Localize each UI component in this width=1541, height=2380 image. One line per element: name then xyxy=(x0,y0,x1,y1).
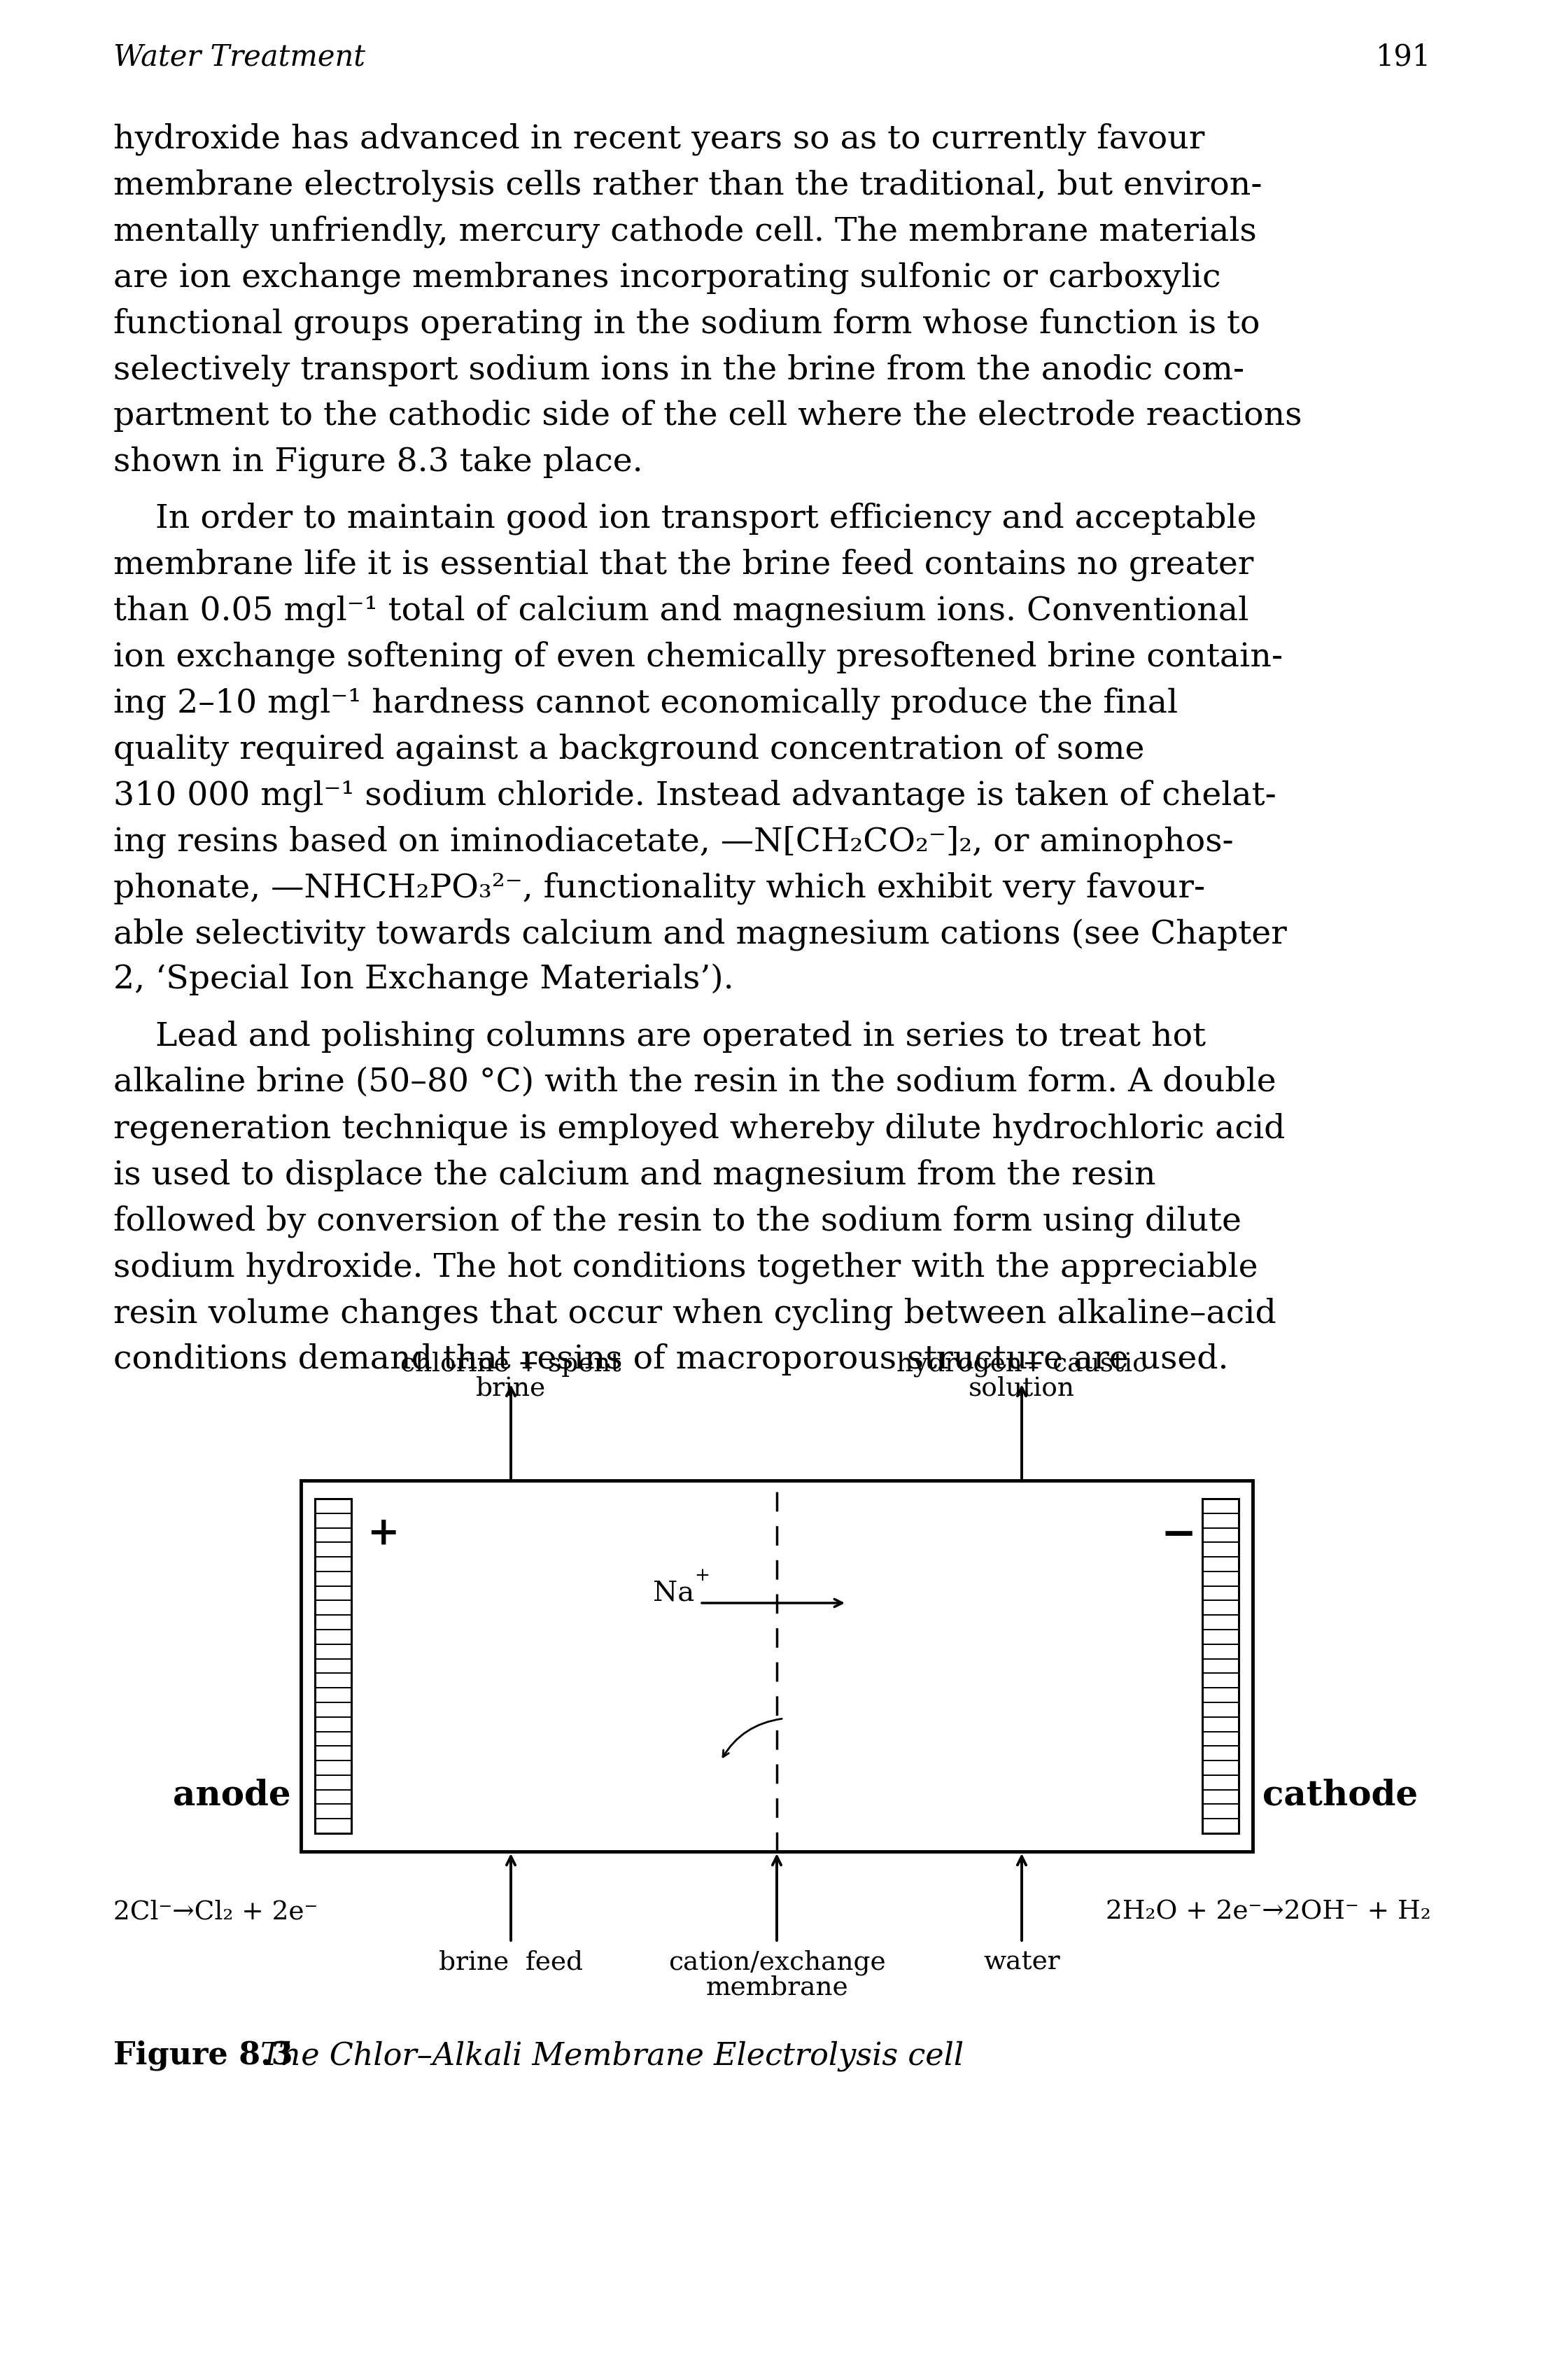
Text: hydrogen+ caustic: hydrogen+ caustic xyxy=(897,1352,1147,1378)
Text: alkaline brine (50–80 °C) with the resin in the sodium form. A double: alkaline brine (50–80 °C) with the resin… xyxy=(114,1066,1276,1097)
Text: sodium hydroxide. The hot conditions together with the appreciable: sodium hydroxide. The hot conditions tog… xyxy=(114,1252,1257,1283)
Text: Na: Na xyxy=(653,1580,693,1606)
Text: is used to displace the calcium and magnesium from the resin: is used to displace the calcium and magn… xyxy=(114,1159,1156,1190)
Text: resin volume changes that occur when cycling between alkaline–acid: resin volume changes that occur when cyc… xyxy=(114,1297,1276,1330)
Text: 2Cl⁻→Cl₂ + 2e⁻: 2Cl⁻→Cl₂ + 2e⁻ xyxy=(114,1899,317,1925)
Text: phonate, —NHCH₂PO₃²⁻, functionality which exhibit very favour-: phonate, —NHCH₂PO₃²⁻, functionality whic… xyxy=(114,871,1205,904)
Text: membrane: membrane xyxy=(706,1975,848,1999)
Bar xyxy=(314,1499,351,1833)
Text: brine  feed: brine feed xyxy=(439,1949,582,1975)
Text: functional groups operating in the sodium form whose function is to: functional groups operating in the sodiu… xyxy=(114,307,1261,340)
Bar xyxy=(1202,1499,1239,1833)
Text: quality required against a background concentration of some: quality required against a background co… xyxy=(114,733,1145,766)
Text: Lead and polishing columns are operated in series to treat hot: Lead and polishing columns are operated … xyxy=(114,1021,1207,1052)
Text: solution: solution xyxy=(969,1376,1076,1402)
Text: mentally unfriendly, mercury cathode cell. The membrane materials: mentally unfriendly, mercury cathode cel… xyxy=(114,214,1257,248)
Text: Figure 8.3: Figure 8.3 xyxy=(114,2040,293,2071)
Text: water: water xyxy=(983,1949,1060,1975)
Bar xyxy=(300,1480,1253,1852)
Text: conditions demand that resins of macroporous structure are used.: conditions demand that resins of macropo… xyxy=(114,1342,1228,1376)
Text: than 0.05 mgl⁻¹ total of calcium and magnesium ions. Conventional: than 0.05 mgl⁻¹ total of calcium and mag… xyxy=(114,595,1248,626)
Text: Water Treatment: Water Treatment xyxy=(114,43,365,71)
Text: 310 000 mgl⁻¹ sodium chloride. Instead advantage is taken of chelat-: 310 000 mgl⁻¹ sodium chloride. Instead a… xyxy=(114,778,1276,812)
Text: The Chlor–Alkali Membrane Electrolysis cell: The Chlor–Alkali Membrane Electrolysis c… xyxy=(260,2040,963,2071)
Text: brine: brine xyxy=(476,1376,546,1402)
Text: 2, ‘Special Ion Exchange Materials’).: 2, ‘Special Ion Exchange Materials’). xyxy=(114,964,734,997)
Text: +: + xyxy=(693,1566,709,1583)
Text: cation/exchange: cation/exchange xyxy=(669,1949,886,1975)
Text: able selectivity towards calcium and magnesium cations (see Chapter: able selectivity towards calcium and mag… xyxy=(114,919,1287,950)
Text: anode: anode xyxy=(173,1778,291,1814)
Text: 191: 191 xyxy=(1376,43,1432,71)
Text: ion exchange softening of even chemically presoftened brine contain-: ion exchange softening of even chemicall… xyxy=(114,640,1282,674)
Text: membrane life it is essential that the brine feed contains no greater: membrane life it is essential that the b… xyxy=(114,547,1254,581)
Text: selectively transport sodium ions in the brine from the anodic com-: selectively transport sodium ions in the… xyxy=(114,355,1245,386)
Text: membrane electrolysis cells rather than the traditional, but environ-: membrane electrolysis cells rather than … xyxy=(114,169,1262,202)
Text: ing resins based on iminodiacetate, —N[CH₂CO₂⁻]₂, or aminophos-: ing resins based on iminodiacetate, —N[C… xyxy=(114,826,1233,857)
Text: 2H₂O + 2e⁻→2OH⁻ + H₂: 2H₂O + 2e⁻→2OH⁻ + H₂ xyxy=(1106,1899,1432,1925)
Text: In order to maintain good ion transport efficiency and acceptable: In order to maintain good ion transport … xyxy=(114,502,1256,536)
Text: regeneration technique is employed whereby dilute hydrochloric acid: regeneration technique is employed where… xyxy=(114,1111,1285,1145)
Text: hydroxide has advanced in recent years so as to currently favour: hydroxide has advanced in recent years s… xyxy=(114,121,1205,155)
Text: partment to the cathodic side of the cell where the electrode reactions: partment to the cathodic side of the cel… xyxy=(114,400,1302,431)
Text: cathode: cathode xyxy=(1262,1778,1418,1814)
Text: followed by conversion of the resin to the sodium form using dilute: followed by conversion of the resin to t… xyxy=(114,1204,1242,1238)
Text: −: − xyxy=(1160,1514,1197,1557)
Text: shown in Figure 8.3 take place.: shown in Figure 8.3 take place. xyxy=(114,445,643,478)
Text: are ion exchange membranes incorporating sulfonic or carboxylic: are ion exchange membranes incorporating… xyxy=(114,262,1220,293)
Text: +: + xyxy=(367,1514,399,1552)
Text: chlorine + spent: chlorine + spent xyxy=(401,1352,621,1378)
Text: ing 2–10 mgl⁻¹ hardness cannot economically produce the final: ing 2–10 mgl⁻¹ hardness cannot economica… xyxy=(114,688,1177,719)
